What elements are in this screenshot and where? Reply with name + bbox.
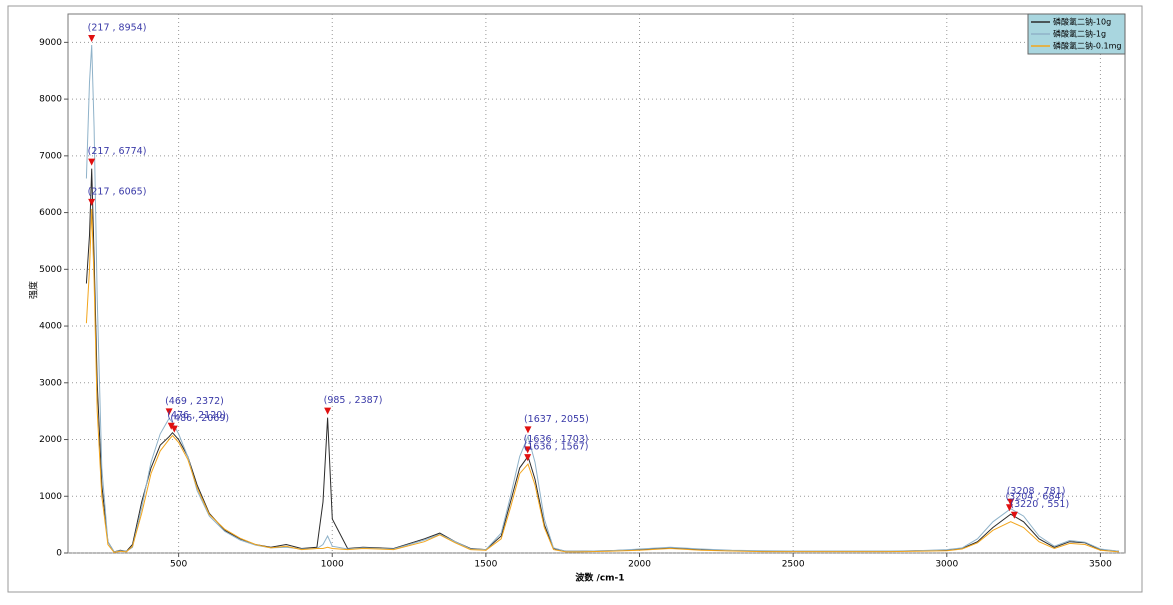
- y-tick-label: 6000: [39, 208, 62, 218]
- peak-label: (1636 , 1567): [524, 442, 589, 453]
- x-tick-label: 3500: [1089, 560, 1112, 570]
- series-line: [85, 44, 1119, 553]
- legend-label: 磷酸氢二钠-1g: [1053, 29, 1106, 39]
- legend-label: 磷酸氢二钠-0.1mg: [1053, 41, 1121, 51]
- y-tick-label: 3000: [39, 378, 62, 388]
- x-tick-label: 1000: [321, 560, 344, 570]
- y-tick-label: 9000: [39, 38, 62, 48]
- y-tick-label: 5000: [39, 265, 62, 275]
- peak-label: (486 , 2069): [170, 413, 229, 424]
- peak-marker: [1005, 504, 1013, 512]
- peak-label: (985 , 2387): [324, 395, 383, 406]
- peak-label: (217 , 6065): [88, 186, 147, 197]
- y-tick-label: 8000: [39, 95, 62, 105]
- x-tick-label: 2500: [782, 560, 805, 570]
- y-tick-label: 1000: [39, 492, 62, 502]
- x-tick-label: 2000: [628, 560, 651, 570]
- peak-marker: [165, 408, 173, 416]
- x-tick-label: 3000: [935, 560, 958, 570]
- series-line: [85, 208, 1119, 553]
- peak-label: (469 , 2372): [165, 396, 224, 407]
- legend-label: 磷酸氢二钠-10g: [1053, 17, 1111, 27]
- plot-area: [67, 13, 1126, 554]
- peak-marker: [88, 158, 96, 166]
- peak-marker: [524, 426, 532, 434]
- y-tick-label: 0: [56, 549, 62, 559]
- y-tick-label: 2000: [39, 435, 62, 445]
- peak-marker: [1010, 511, 1018, 519]
- y-tick-label: 7000: [39, 151, 62, 161]
- peak-marker: [170, 425, 178, 433]
- peak-marker: [524, 446, 532, 454]
- peak-marker: [324, 407, 332, 415]
- peak-label: (3220 , 551): [1010, 499, 1069, 510]
- peak-label: (1637 , 2055): [524, 414, 589, 425]
- peak-label: (217 , 6774): [88, 146, 147, 157]
- peak-marker: [88, 34, 96, 42]
- peak-label: (476 , 2120): [167, 410, 226, 421]
- x-tick-label: 1500: [474, 560, 497, 570]
- peak-marker: [524, 454, 532, 462]
- y-tick-label: 4000: [39, 322, 62, 332]
- x-tick-label: 500: [170, 560, 187, 570]
- x-axis-label: 波数 /cm-1: [575, 572, 624, 584]
- peak-marker: [1007, 498, 1015, 506]
- peak-marker: [88, 198, 96, 206]
- peak-label: (1636 , 1703): [524, 434, 589, 445]
- peak-label: (3204 , 684): [1005, 492, 1064, 503]
- peak-label: (217 , 8954): [88, 22, 147, 33]
- peak-label: (3208 , 781): [1007, 486, 1066, 497]
- y-axis-label: 强度: [28, 281, 40, 299]
